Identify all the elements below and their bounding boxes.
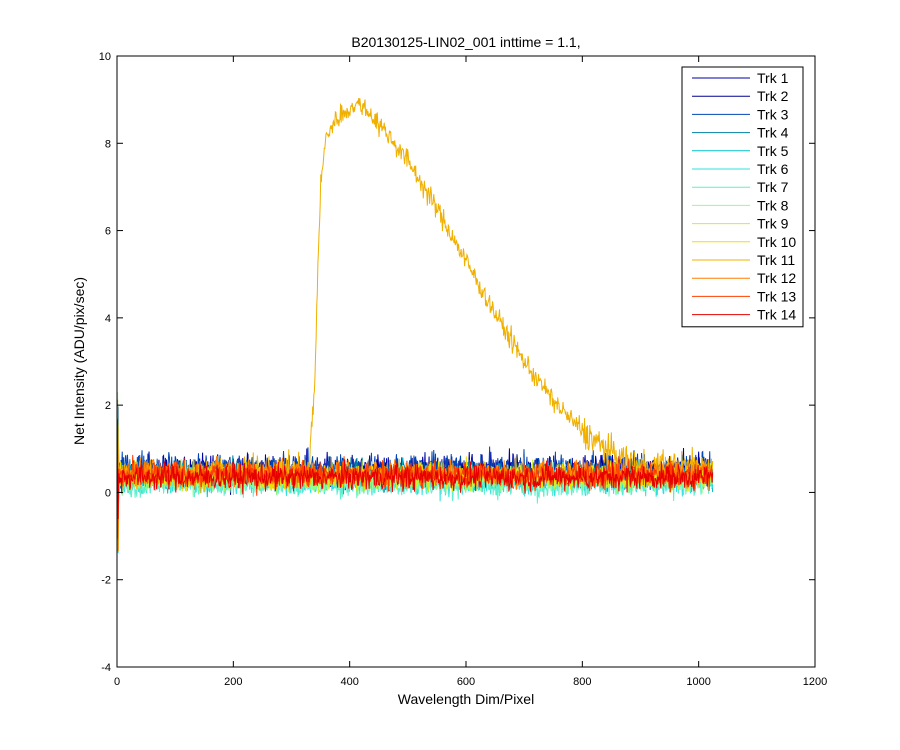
legend-label-6: Trk 6: [757, 161, 789, 177]
y-tick-label: 6: [105, 226, 111, 238]
x-tick-label: 1000: [686, 676, 710, 688]
legend-label-14: Trk 14: [757, 307, 796, 323]
legend-label-10: Trk 10: [757, 234, 796, 250]
axes-group: 0 200 400 600 800 1000 1200 -4 -2 0 2 4 6 8 10: [99, 51, 827, 688]
legend-label-11: Trk 11: [757, 252, 795, 268]
legend-box: [681, 66, 804, 328]
legend-label-3: Trk 3: [757, 106, 789, 122]
legend-label-5: Trk 5: [757, 143, 789, 159]
legend-label-7: Trk 7: [757, 179, 789, 195]
legend-label-4: Trk 4: [757, 125, 789, 141]
series-line-14: [116, 417, 714, 520]
x-axis-label: Wavelength Dim/Pixel: [398, 691, 534, 707]
x-tick-label: 1200: [803, 676, 827, 688]
legend: Trk 1 Trk 2 Trk 3 Trk 4 Trk 5 Trk 6 Trk 7 Trk 8…: [681, 66, 804, 328]
legend-label-12: Trk 12: [757, 270, 796, 286]
legend-label-9: Trk 9: [757, 216, 789, 232]
y-tick-label: -2: [101, 575, 111, 587]
x-tick-label: 0: [114, 676, 120, 688]
x-tick-label: 200: [224, 676, 242, 688]
x-tick-label: 600: [457, 676, 475, 688]
x-tick-label: 800: [573, 676, 591, 688]
y-tick-label: 10: [99, 51, 111, 63]
x-tick-label: 400: [340, 676, 358, 688]
legend-label-1: Trk 1: [757, 70, 789, 86]
series-group: [116, 98, 714, 554]
y-tick-label: 4: [105, 313, 111, 325]
legend-label-8: Trk 8: [757, 197, 789, 213]
y-tick-label: 2: [105, 400, 111, 412]
legend-label-2: Trk 2: [757, 88, 789, 104]
y-tick-label: 0: [105, 487, 111, 499]
y-tick-label: -4: [101, 662, 111, 674]
legend-label-13: Trk 13: [757, 288, 796, 304]
y-axis-label: Net Intensity (ADU/pix/sec): [71, 277, 87, 445]
chart-title: B20130125-LIN02_001 inttime = 1.1,: [351, 34, 580, 50]
y-tick-label: 8: [105, 138, 111, 150]
